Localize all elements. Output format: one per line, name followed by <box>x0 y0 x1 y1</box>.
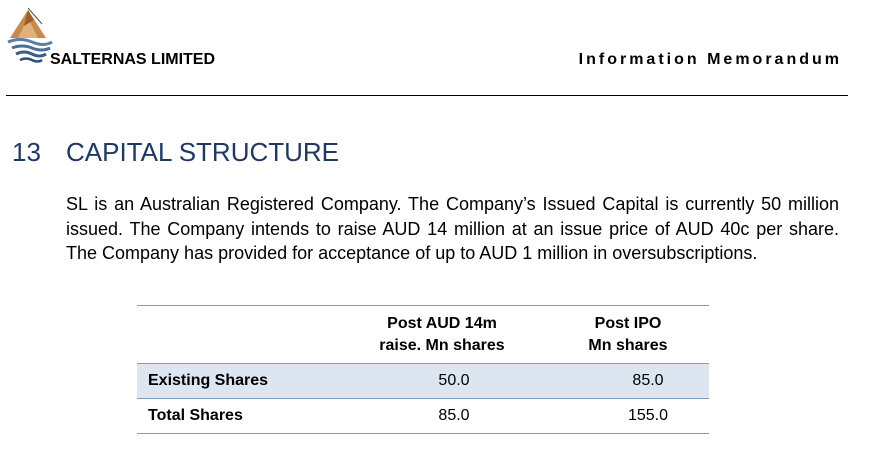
table-row: Existing Shares 50.0 85.0 <box>137 363 709 399</box>
section-heading: 13 CAPITAL STRUCTURE <box>12 137 339 168</box>
cell-post-raise: 85.0 <box>438 407 470 424</box>
header-divider <box>6 95 848 96</box>
section-title: CAPITAL STRUCTURE <box>66 137 340 167</box>
header-line: Post IPO <box>594 314 662 332</box>
header-line: Post AUD 14m <box>387 314 497 332</box>
company-logo-icon <box>7 7 53 63</box>
row-label: Total Shares <box>148 407 243 424</box>
table-header-blank <box>137 306 337 364</box>
section-paragraph: SL is an Australian Registered Company. … <box>66 194 839 263</box>
cell-post-ipo: 155.0 <box>627 407 669 424</box>
cell-post-ipo: 85.0 <box>632 372 664 389</box>
header-line: Mn shares <box>588 336 668 354</box>
table-header-post-ipo: Post IPO Mn shares <box>547 306 709 364</box>
company-name: SALTERNAS LIMITED <box>50 51 216 68</box>
section-number: 13 <box>12 137 41 167</box>
document-title: Information Memorandum <box>578 51 842 68</box>
table-row: Total Shares 85.0 155.0 <box>137 399 709 434</box>
capital-structure-table: Post AUD 14m raise. Mn shares Post IPO M… <box>137 305 709 434</box>
cell-post-raise: 50.0 <box>438 372 470 389</box>
row-label: Existing Shares <box>148 372 269 389</box>
header-line: raise. Mn shares <box>379 336 505 354</box>
table-header-row: Post AUD 14m raise. Mn shares Post IPO M… <box>137 305 709 364</box>
table-header-post-raise: Post AUD 14m raise. Mn shares <box>337 306 547 364</box>
